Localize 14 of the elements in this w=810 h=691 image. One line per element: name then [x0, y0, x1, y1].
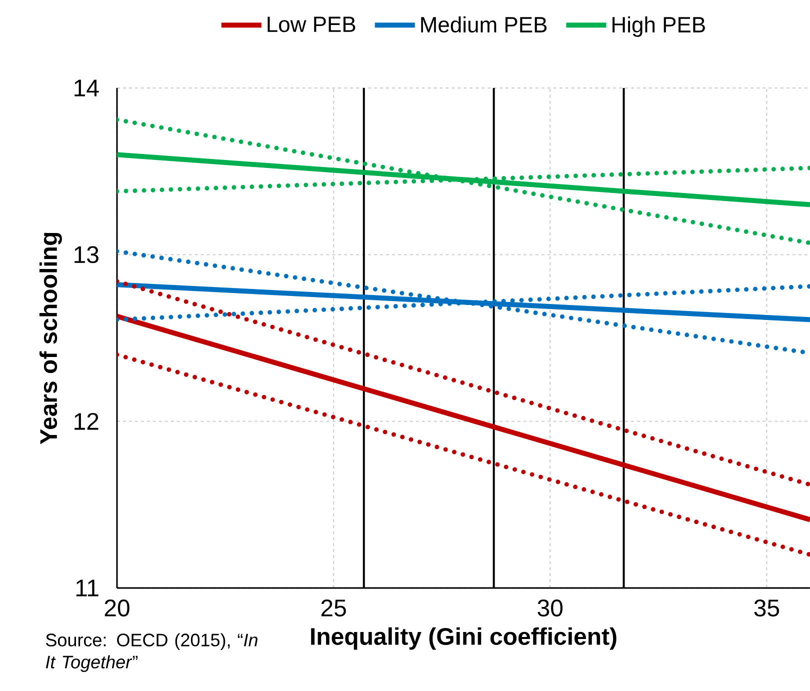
y-axis-title: Years of schooling — [39, 232, 62, 444]
y-tick-label: 13 — [74, 246, 98, 264]
x-tick-label: 25 — [321, 600, 346, 617]
y-tick-label: 12 — [74, 412, 98, 430]
legend-label: High PEB — [612, 16, 705, 37]
x-tick-label: 30 — [538, 600, 563, 617]
x-tick-label: 35 — [754, 600, 780, 617]
x-tick-label: 20 — [104, 600, 130, 617]
text: Source: OECD (2015), “In It Together” — [46, 633, 258, 672]
legend-label: Medium PEB — [421, 16, 547, 33]
x-axis-title: Inequality (Gini coefficient) — [311, 627, 616, 650]
legend-label: Low PEB — [268, 16, 356, 32]
y-tick-label: 11 — [76, 580, 98, 596]
y-tick-label: 14 — [74, 80, 99, 96]
